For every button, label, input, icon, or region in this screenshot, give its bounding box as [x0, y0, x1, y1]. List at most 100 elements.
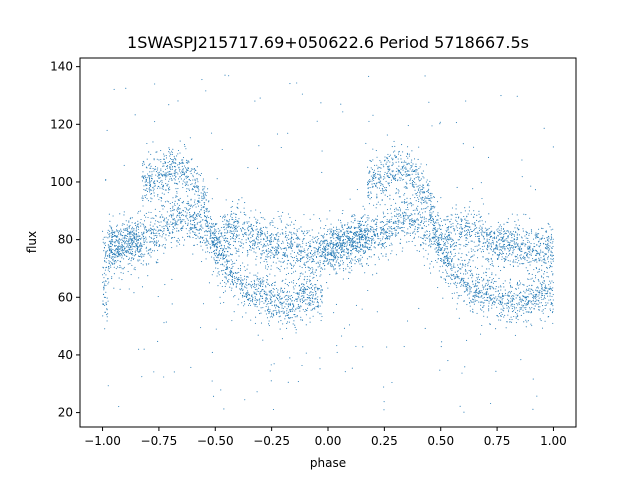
data-point: [527, 237, 529, 240]
data-point: [287, 304, 289, 306]
data-point: [402, 151, 404, 153]
data-point: [428, 245, 430, 247]
data-point: [541, 276, 543, 278]
data-point: [216, 223, 218, 225]
data-point: [510, 305, 512, 307]
data-point: [129, 230, 131, 232]
data-point: [194, 179, 196, 182]
data-point: [148, 187, 151, 189]
data-point: [109, 233, 111, 235]
data-point: [265, 226, 267, 228]
data-point: [412, 169, 414, 171]
data-point: [429, 193, 431, 195]
data-point: [421, 219, 423, 221]
data-point: [488, 245, 490, 247]
data-point: [527, 256, 529, 258]
data-point: [333, 312, 335, 314]
data-point: [535, 237, 537, 239]
data-point: [533, 280, 535, 283]
data-point: [255, 274, 257, 276]
data-point: [256, 300, 258, 302]
data-point: [464, 230, 466, 232]
data-point: [317, 262, 319, 264]
data-point: [385, 231, 387, 233]
data-point: [507, 314, 509, 316]
data-point: [510, 286, 512, 288]
data-point: [301, 267, 303, 269]
data-point: [466, 238, 468, 240]
data-point: [171, 179, 173, 181]
data-point: [293, 288, 295, 290]
data-point: [104, 311, 106, 313]
data-point: [491, 294, 493, 296]
data-point: [124, 247, 126, 249]
data-point: [211, 256, 213, 258]
data-point: [481, 301, 483, 304]
data-point: [238, 276, 240, 279]
data-point: [461, 228, 463, 231]
data-point: [308, 246, 310, 248]
data-point: [435, 229, 437, 231]
data-point: [501, 258, 503, 260]
data-point: [549, 295, 551, 297]
data-point: [399, 172, 401, 174]
data-point: [161, 226, 163, 228]
data-point: [221, 253, 223, 255]
data-point: [265, 240, 267, 243]
data-point: [126, 249, 128, 251]
data-point: [280, 248, 282, 250]
data-point: [203, 195, 205, 197]
data-point: [158, 159, 160, 161]
data-point: [407, 153, 409, 156]
data-point: [397, 170, 399, 172]
data-point: [186, 236, 189, 238]
data-point: [229, 223, 231, 225]
data-point: [321, 150, 323, 152]
data-point: [277, 239, 279, 241]
data-point: [232, 227, 234, 229]
data-point: [156, 236, 158, 238]
data-point: [165, 217, 168, 219]
data-point: [388, 225, 390, 228]
data-point: [189, 216, 191, 219]
data-point: [395, 174, 397, 176]
data-point: [191, 158, 193, 160]
data-point: [458, 259, 460, 261]
data-point: [112, 259, 114, 261]
data-point: [145, 183, 147, 186]
data-point: [205, 90, 207, 92]
data-point: [389, 219, 391, 221]
data-point: [543, 282, 545, 284]
data-point: [379, 187, 381, 189]
data-point: [373, 228, 375, 230]
data-point: [395, 229, 398, 231]
data-point: [109, 230, 111, 232]
data-point: [450, 232, 452, 234]
data-point: [364, 272, 366, 274]
data-point: [255, 264, 257, 266]
data-point: [190, 168, 192, 170]
data-point: [360, 223, 362, 225]
data-point: [333, 250, 335, 252]
data-point: [291, 221, 293, 223]
data-point: [162, 171, 164, 173]
data-point: [375, 207, 377, 209]
data-point: [533, 246, 535, 248]
data-point: [127, 263, 129, 265]
data-point: [200, 204, 202, 206]
data-point: [113, 287, 115, 289]
data-point: [358, 250, 360, 252]
data-point: [191, 224, 193, 226]
data-point: [418, 180, 420, 182]
data-point: [464, 281, 466, 283]
data-point: [524, 259, 526, 261]
data-point: [270, 292, 272, 294]
data-point: [294, 316, 296, 318]
data-point: [474, 299, 476, 301]
data-point: [449, 234, 451, 236]
data-point: [193, 226, 195, 228]
data-point: [227, 231, 229, 233]
data-point: [387, 213, 389, 215]
data-point: [139, 222, 141, 224]
data-point: [411, 214, 413, 216]
